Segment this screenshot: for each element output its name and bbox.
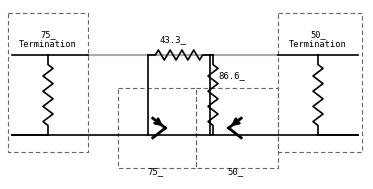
Text: 75_: 75_: [147, 167, 163, 176]
Text: 86.6_: 86.6_: [218, 71, 245, 80]
Text: 50_: 50_: [227, 167, 243, 176]
Text: 75_
Termination: 75_ Termination: [19, 30, 77, 49]
Text: 50_
Termination: 50_ Termination: [289, 30, 347, 49]
Text: 43.3_: 43.3_: [160, 35, 187, 44]
